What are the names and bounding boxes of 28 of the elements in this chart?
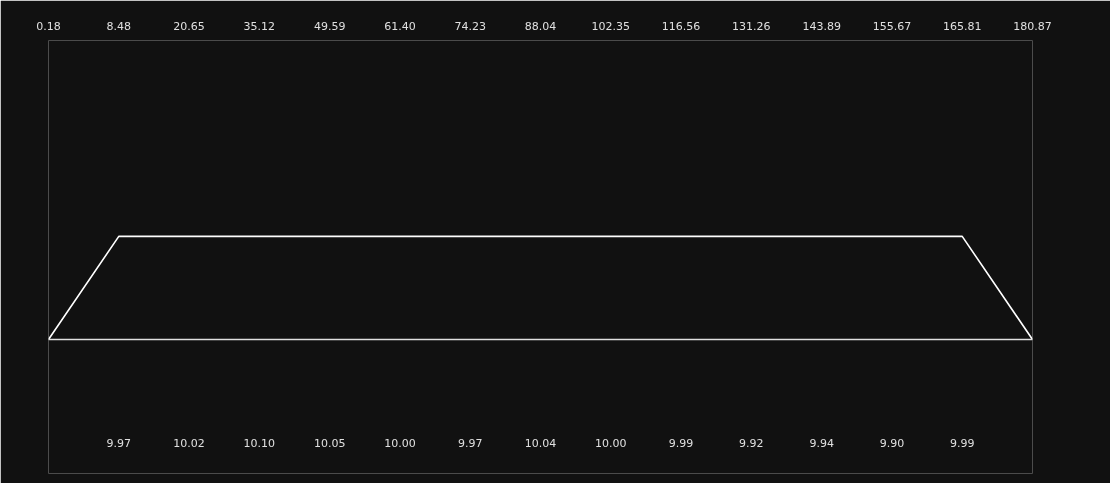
x-tick-label: 155.67	[872, 19, 912, 33]
text: 9.99	[949, 436, 975, 450]
text: 9.92	[739, 436, 764, 450]
x-tick-label: 74.23	[454, 19, 486, 33]
x-tick-label: 180.87	[1013, 19, 1052, 33]
x-tick-label: 0.18	[36, 19, 61, 33]
x-tick-label: 165.81	[942, 19, 982, 33]
text: 10.05	[313, 436, 346, 450]
x-tick-label: 116.56	[661, 19, 701, 33]
x-tick-label: 61.40	[384, 19, 416, 33]
x-tick-label: 49.59	[313, 19, 346, 33]
text: 9.97	[106, 436, 132, 450]
text: 10.04	[524, 436, 557, 450]
text: 9.97	[457, 436, 483, 450]
text: 10.00	[384, 436, 416, 450]
x-tick-label: 102.35	[591, 19, 631, 33]
x-tick-label: 131.26	[732, 19, 771, 33]
text: 9.90	[879, 436, 905, 450]
x-tick-label: 88.04	[524, 19, 557, 33]
x-tick-label: 35.12	[243, 19, 276, 33]
x-tick-label: 143.89	[802, 19, 841, 33]
text: 9.94	[809, 436, 834, 450]
text: 10.02	[173, 436, 205, 450]
x-tick-label: 8.48	[106, 19, 132, 33]
text: 10.00	[595, 436, 627, 450]
text: 9.99	[668, 436, 694, 450]
text: 10.10	[243, 436, 276, 450]
x-tick-label: 20.65	[173, 19, 205, 33]
